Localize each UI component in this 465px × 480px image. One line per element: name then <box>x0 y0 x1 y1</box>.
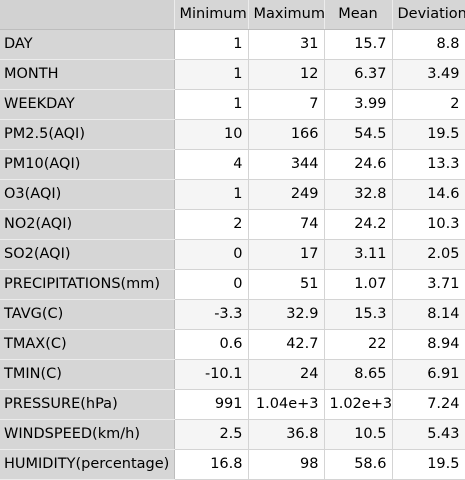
cell-minimum[interactable]: 991 <box>174 389 249 420</box>
cell-mean[interactable]: 6.37 <box>324 59 393 90</box>
cell-minimum[interactable]: 4 <box>174 149 249 180</box>
row-header[interactable]: NO2(AQI) <box>0 209 175 240</box>
cell-maximum[interactable]: 1.04e+3 <box>248 389 325 420</box>
table-row: SO2(AQI) 0 17 3.11 2.05 <box>0 239 465 270</box>
table-row: PRECIPITATIONS(mm) 0 51 1.07 3.71 <box>0 269 465 300</box>
cell-mean[interactable]: 22 <box>324 329 393 360</box>
cell-deviation[interactable]: 19.5 <box>392 119 465 150</box>
header-row: Minimum Maximum Mean Deviation <box>0 0 465 30</box>
corner-header-cell <box>0 0 175 30</box>
cell-deviation[interactable]: 3.71 <box>392 269 465 300</box>
row-header[interactable]: WINDSPEED(km/h) <box>0 419 175 450</box>
cell-mean[interactable]: 15.7 <box>324 29 393 60</box>
cell-deviation[interactable]: 13.3 <box>392 149 465 180</box>
cell-deviation[interactable]: 10.3 <box>392 209 465 240</box>
cell-maximum[interactable]: 17 <box>248 239 325 270</box>
cell-maximum[interactable]: 98 <box>248 449 325 480</box>
cell-mean[interactable]: 1.07 <box>324 269 393 300</box>
table-row: MONTH 1 12 6.37 3.49 <box>0 59 465 90</box>
cell-maximum[interactable]: 51 <box>248 269 325 300</box>
cell-deviation[interactable]: 8.14 <box>392 299 465 330</box>
row-header[interactable]: O3(AQI) <box>0 179 175 210</box>
cell-maximum[interactable]: 166 <box>248 119 325 150</box>
cell-minimum[interactable]: 0 <box>174 239 249 270</box>
table-row: WEEKDAY 1 7 3.99 2 <box>0 89 465 120</box>
row-header[interactable]: WEEKDAY <box>0 89 175 120</box>
cell-minimum[interactable]: 1 <box>174 29 249 60</box>
row-header[interactable]: PM10(AQI) <box>0 149 175 180</box>
cell-minimum[interactable]: 10 <box>174 119 249 150</box>
row-header[interactable]: TMIN(C) <box>0 359 175 390</box>
table-row: PM2.5(AQI) 10 166 54.5 19.5 <box>0 119 465 150</box>
row-header[interactable]: PM2.5(AQI) <box>0 119 175 150</box>
table-row: TMAX(C) 0.6 42.7 22 8.94 <box>0 329 465 360</box>
table-row: PRESSURE(hPa) 991 1.04e+3 1.02e+3 7.24 <box>0 389 465 420</box>
column-header-mean[interactable]: Mean <box>324 0 393 30</box>
cell-deviation[interactable]: 3.49 <box>392 59 465 90</box>
row-header[interactable]: MONTH <box>0 59 175 90</box>
cell-maximum[interactable]: 249 <box>248 179 325 210</box>
cell-mean[interactable]: 58.6 <box>324 449 393 480</box>
column-header-maximum[interactable]: Maximum <box>248 0 325 30</box>
cell-mean[interactable]: 24.2 <box>324 209 393 240</box>
table-row: DAY 1 31 15.7 8.8 <box>0 29 465 60</box>
cell-mean[interactable]: 54.5 <box>324 119 393 150</box>
cell-minimum[interactable]: 1 <box>174 59 249 90</box>
cell-minimum[interactable]: -3.3 <box>174 299 249 330</box>
column-header-minimum[interactable]: Minimum <box>174 0 249 30</box>
cell-mean[interactable]: 8.65 <box>324 359 393 390</box>
cell-deviation[interactable]: 5.43 <box>392 419 465 450</box>
table-row: TMIN(C) -10.1 24 8.65 6.91 <box>0 359 465 390</box>
cell-maximum[interactable]: 74 <box>248 209 325 240</box>
cell-maximum[interactable]: 344 <box>248 149 325 180</box>
cell-mean[interactable]: 15.3 <box>324 299 393 330</box>
cell-maximum[interactable]: 7 <box>248 89 325 120</box>
cell-deviation[interactable]: 8.8 <box>392 29 465 60</box>
row-header[interactable]: TMAX(C) <box>0 329 175 360</box>
row-header[interactable]: PRECIPITATIONS(mm) <box>0 269 175 300</box>
cell-mean[interactable]: 3.11 <box>324 239 393 270</box>
cell-mean[interactable]: 10.5 <box>324 419 393 450</box>
row-header[interactable]: TAVG(C) <box>0 299 175 330</box>
column-header-deviation[interactable]: Deviation <box>392 0 465 30</box>
cell-maximum[interactable]: 12 <box>248 59 325 90</box>
row-header[interactable]: HUMIDITY(percentage) <box>0 449 175 480</box>
table-row: PM10(AQI) 4 344 24.6 13.3 <box>0 149 465 180</box>
cell-maximum[interactable]: 31 <box>248 29 325 60</box>
cell-maximum[interactable]: 36.8 <box>248 419 325 450</box>
cell-minimum[interactable]: -10.1 <box>174 359 249 390</box>
cell-deviation[interactable]: 14.6 <box>392 179 465 210</box>
cell-deviation[interactable]: 2.05 <box>392 239 465 270</box>
row-header[interactable]: DAY <box>0 29 175 60</box>
cell-minimum[interactable]: 0 <box>174 269 249 300</box>
cell-minimum[interactable]: 2 <box>174 209 249 240</box>
cell-minimum[interactable]: 0.6 <box>174 329 249 360</box>
row-header[interactable]: PRESSURE(hPa) <box>0 389 175 420</box>
table-row: TAVG(C) -3.3 32.9 15.3 8.14 <box>0 299 465 330</box>
table-row: O3(AQI) 1 249 32.8 14.6 <box>0 179 465 210</box>
table-row: NO2(AQI) 2 74 24.2 10.3 <box>0 209 465 240</box>
cell-mean[interactable]: 24.6 <box>324 149 393 180</box>
cell-mean[interactable]: 1.02e+3 <box>324 389 393 420</box>
table-row: HUMIDITY(percentage) 16.8 98 58.6 19.5 <box>0 449 465 480</box>
cell-deviation[interactable]: 19.5 <box>392 449 465 480</box>
cell-minimum[interactable]: 16.8 <box>174 449 249 480</box>
table-row: WINDSPEED(km/h) 2.5 36.8 10.5 5.43 <box>0 419 465 450</box>
cell-deviation[interactable]: 6.91 <box>392 359 465 390</box>
cell-mean[interactable]: 3.99 <box>324 89 393 120</box>
cell-deviation[interactable]: 7.24 <box>392 389 465 420</box>
cell-mean[interactable]: 32.8 <box>324 179 393 210</box>
cell-maximum[interactable]: 24 <box>248 359 325 390</box>
cell-maximum[interactable]: 32.9 <box>248 299 325 330</box>
cell-deviation[interactable]: 2 <box>392 89 465 120</box>
cell-maximum[interactable]: 42.7 <box>248 329 325 360</box>
cell-minimum[interactable]: 1 <box>174 89 249 120</box>
cell-deviation[interactable]: 8.94 <box>392 329 465 360</box>
cell-minimum[interactable]: 2.5 <box>174 419 249 450</box>
row-header[interactable]: SO2(AQI) <box>0 239 175 270</box>
cell-minimum[interactable]: 1 <box>174 179 249 210</box>
